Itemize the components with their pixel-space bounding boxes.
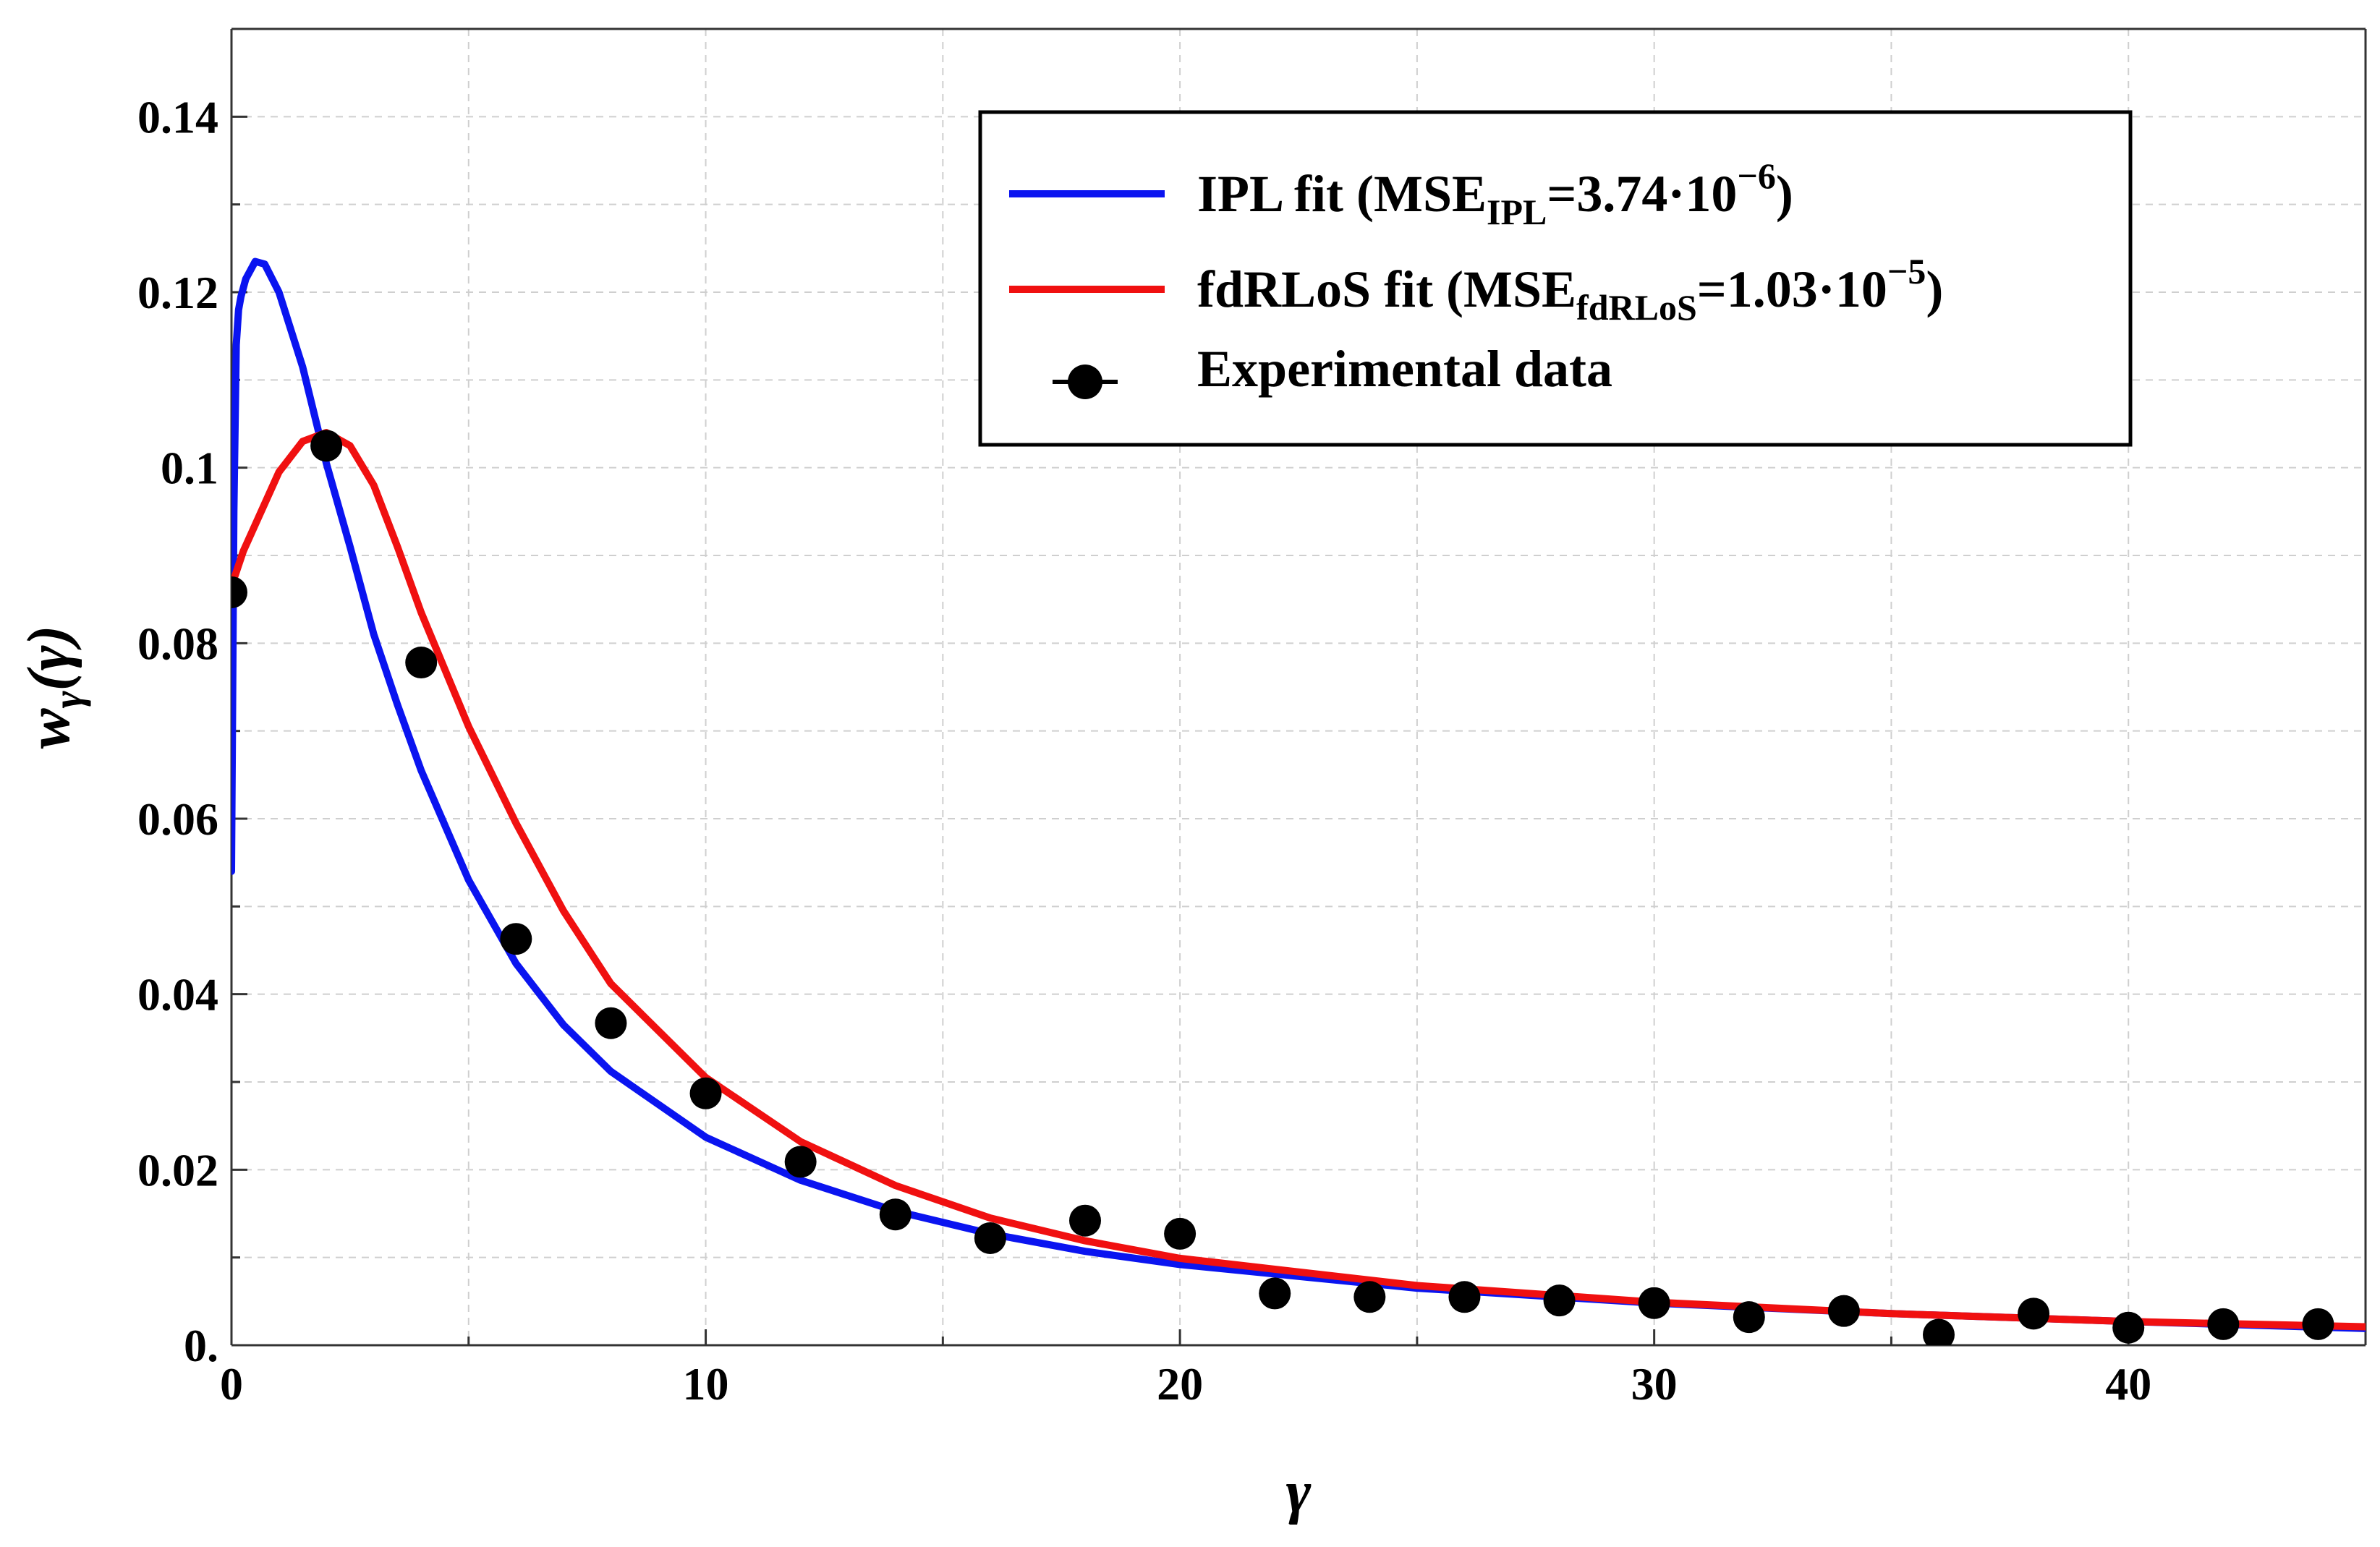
y-tick-label: 0.06 <box>137 793 218 845</box>
legend-fdrlos-mse-suffix: ) <box>1926 260 1943 318</box>
data-point <box>595 1007 627 1039</box>
x-tick-label: 10 <box>683 1358 729 1410</box>
y-tick-label: 0.14 <box>137 91 218 142</box>
y-axis-title-arg: (γ) <box>15 625 82 691</box>
y-tick-label: 0.1 <box>161 443 218 494</box>
legend-box <box>978 110 2133 447</box>
data-point <box>500 923 532 955</box>
legend-ipl-mse-value: =3.74·10 <box>1547 165 1737 223</box>
legend-fdrlos-mse-prefix: (MSE <box>1446 260 1576 318</box>
data-point <box>879 1198 911 1231</box>
data-point <box>231 576 247 608</box>
data-point <box>2207 1308 2240 1340</box>
legend-data-swatch-marker <box>1068 365 1102 399</box>
x-tick-label: 30 <box>1631 1358 1678 1410</box>
data-point <box>1353 1281 1386 1313</box>
x-tick-labels: 0 10 20 30 40 <box>220 1358 2151 1410</box>
data-point <box>405 647 438 679</box>
fdrlos-fit-line <box>231 429 2366 1331</box>
data-point <box>1448 1281 1481 1313</box>
legend: IPL fit (MSEIPL=3.74·10−6) fdRLoS fit (M… <box>978 110 2133 447</box>
legend-ipl-mse-prefix: (MSE <box>1356 165 1487 223</box>
data-point <box>1543 1284 1576 1317</box>
x-tick-label: 0 <box>220 1358 243 1410</box>
legend-ipl-label: IPL fit (MSEIPL=3.74·10−6) <box>1197 155 1793 232</box>
legend-ipl-name: IPL fit <box>1197 165 1343 223</box>
data-point <box>1827 1295 1860 1327</box>
y-axis-title: wγ(γ) <box>15 625 91 749</box>
data-point <box>2018 1297 2050 1330</box>
data-point <box>1638 1287 1670 1319</box>
y-tick-labels: 0. 0.02 0.04 0.06 0.08 0.1 0.12 0.14 <box>137 91 218 1371</box>
y-tick-label: 0.12 <box>137 267 218 318</box>
grid-lines <box>231 29 2366 1345</box>
data-point <box>974 1222 1006 1254</box>
y-tick-label: 0.04 <box>137 969 218 1020</box>
data-point <box>2112 1311 2145 1344</box>
y-tick-label: 0. <box>184 1320 218 1371</box>
data-point <box>1733 1301 1765 1334</box>
data-point <box>1069 1204 1101 1237</box>
legend-fdrlos-label: fdRLoS fit (MSEfdRLoS=1.03·10−5) <box>1197 251 1943 328</box>
legend-ipl-mse-suffix: ) <box>1776 165 1793 223</box>
data-point <box>1259 1277 1291 1310</box>
x-axis-title: γ <box>1286 1458 1312 1525</box>
data-point <box>1164 1217 1197 1250</box>
data-point <box>689 1077 722 1109</box>
x-tick-label: 20 <box>1157 1358 1203 1410</box>
data-point <box>310 430 343 462</box>
experimental-data-points <box>231 430 2334 1345</box>
data-point <box>1923 1318 1955 1345</box>
data-point <box>2302 1308 2334 1340</box>
legend-fdrlos-mse-exp: −5 <box>1887 251 1926 291</box>
legend-data-label: Experimental data <box>1197 340 1612 398</box>
x-tick-label: 40 <box>2105 1358 2151 1410</box>
legend-fdrlos-mse-value: =1.03·10 <box>1697 260 1887 318</box>
y-axis-title-main: w <box>15 708 82 749</box>
y-tick-label: 0.08 <box>137 618 218 669</box>
ipl-fit-line <box>231 257 2366 1332</box>
legend-ipl-mse-sub: IPL <box>1487 192 1547 232</box>
legend-ipl-mse-exp: −6 <box>1737 155 1776 196</box>
legend-fdrlos-mse-sub: fdRLoS <box>1576 287 1697 328</box>
y-tick-label: 0.02 <box>137 1144 218 1196</box>
legend-fdrlos-name: fdRLoS fit <box>1197 260 1433 318</box>
y-axis-title-sub: γ <box>44 691 91 709</box>
data-point <box>784 1146 817 1178</box>
